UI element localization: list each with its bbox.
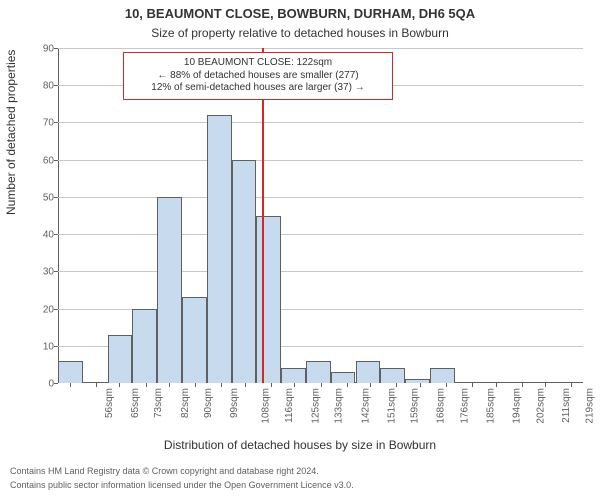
xtick-label: 151sqm [386, 388, 397, 424]
plot-area: 010203040506070809010 BEAUMONT CLOSE: 12… [58, 48, 583, 414]
histogram-bar [58, 361, 83, 383]
xtick-mark [245, 383, 246, 387]
xtick-mark [370, 383, 371, 387]
ytick-label: 60 [30, 155, 54, 166]
ytick-label: 90 [30, 44, 54, 55]
annotation-line: 10 BEAUMONT CLOSE: 122sqm [132, 57, 384, 70]
xtick-label: 194sqm [512, 388, 523, 424]
xtick-mark [571, 383, 572, 387]
ytick-label: 50 [30, 192, 54, 203]
histogram-bar [356, 361, 381, 383]
annotation-line: 12% of semi-detached houses are larger (… [132, 82, 384, 95]
footer-line-2: Contains public sector information licen… [10, 480, 354, 490]
gridline [58, 271, 583, 272]
xtick-mark [496, 383, 497, 387]
xtick-mark [522, 383, 523, 387]
ytick-mark [54, 234, 58, 235]
xtick-mark [221, 383, 222, 387]
chart-container: 10, BEAUMONT CLOSE, BOWBURN, DURHAM, DH6… [0, 0, 600, 500]
ytick-label: 0 [30, 379, 54, 390]
xtick-label: 65sqm [130, 388, 141, 418]
histogram-bar [256, 216, 281, 384]
xtick-mark [195, 383, 196, 387]
histogram-bar [380, 368, 405, 383]
ytick-label: 70 [30, 118, 54, 129]
xtick-mark [70, 383, 71, 387]
xtick-mark [446, 383, 447, 387]
histogram-bar [207, 115, 232, 383]
xtick-label: 168sqm [436, 388, 447, 424]
xtick-label: 133sqm [334, 388, 345, 424]
xtick-mark [119, 383, 120, 387]
histogram-bar [331, 372, 356, 383]
xtick-mark [169, 383, 170, 387]
xtick-mark [271, 383, 272, 387]
ytick-mark [54, 346, 58, 347]
ytick-label: 80 [30, 81, 54, 92]
xtick-mark [146, 383, 147, 387]
ytick-mark [54, 85, 58, 86]
y-axis-line [58, 48, 59, 383]
xtick-label: 176sqm [459, 388, 470, 424]
ytick-mark [54, 197, 58, 198]
xtick-label: 73sqm [153, 388, 164, 418]
xtick-label: 90sqm [203, 388, 214, 418]
gridline [58, 122, 583, 123]
gridline [58, 48, 583, 49]
histogram-bar [430, 368, 455, 383]
histogram-bar [132, 309, 157, 383]
histogram-bar [182, 297, 207, 383]
xtick-mark [321, 383, 322, 387]
xtick-mark [420, 383, 421, 387]
annotation-line: ← 88% of detached houses are smaller (27… [132, 70, 384, 83]
annotation-box: 10 BEAUMONT CLOSE: 122sqm← 88% of detach… [123, 52, 393, 100]
xtick-label: 159sqm [410, 388, 421, 424]
xtick-mark [396, 383, 397, 387]
histogram-bar [405, 379, 430, 383]
xtick-label: 56sqm [104, 388, 115, 418]
ytick-mark [54, 383, 58, 384]
xtick-mark [347, 383, 348, 387]
ytick-label: 40 [30, 230, 54, 241]
xtick-label: 108sqm [261, 388, 272, 424]
xtick-label: 142sqm [360, 388, 371, 424]
histogram-bar [157, 197, 182, 383]
ytick-mark [54, 160, 58, 161]
histogram-bar [232, 160, 257, 383]
ytick-label: 30 [30, 267, 54, 278]
xtick-mark [96, 383, 97, 387]
xtick-label: 99sqm [229, 388, 240, 418]
footer-line-1: Contains HM Land Registry data © Crown c… [10, 466, 319, 476]
xtick-label: 202sqm [535, 388, 546, 424]
gridline [58, 197, 583, 198]
x-axis-label: Distribution of detached houses by size … [0, 438, 600, 452]
title-main: 10, BEAUMONT CLOSE, BOWBURN, DURHAM, DH6… [0, 6, 600, 21]
xtick-mark [472, 383, 473, 387]
gridline [58, 234, 583, 235]
histogram-bar [108, 335, 133, 383]
xtick-mark [545, 383, 546, 387]
xtick-label: 185sqm [485, 388, 496, 424]
histogram-bar [281, 368, 306, 383]
xtick-label: 82sqm [180, 388, 191, 418]
ytick-mark [54, 48, 58, 49]
xtick-label: 125sqm [310, 388, 321, 424]
ytick-label: 20 [30, 304, 54, 315]
ytick-mark [54, 309, 58, 310]
ytick-label: 10 [30, 341, 54, 352]
y-axis-label: Number of detached properties [4, 50, 18, 215]
xtick-label: 211sqm [561, 388, 572, 423]
ytick-mark [54, 271, 58, 272]
xtick-label: 219sqm [585, 388, 596, 424]
gridline [58, 160, 583, 161]
xtick-mark [294, 383, 295, 387]
histogram-bar [306, 361, 331, 383]
title-sub: Size of property relative to detached ho… [0, 26, 600, 40]
ytick-mark [54, 122, 58, 123]
xtick-label: 116sqm [284, 388, 295, 423]
